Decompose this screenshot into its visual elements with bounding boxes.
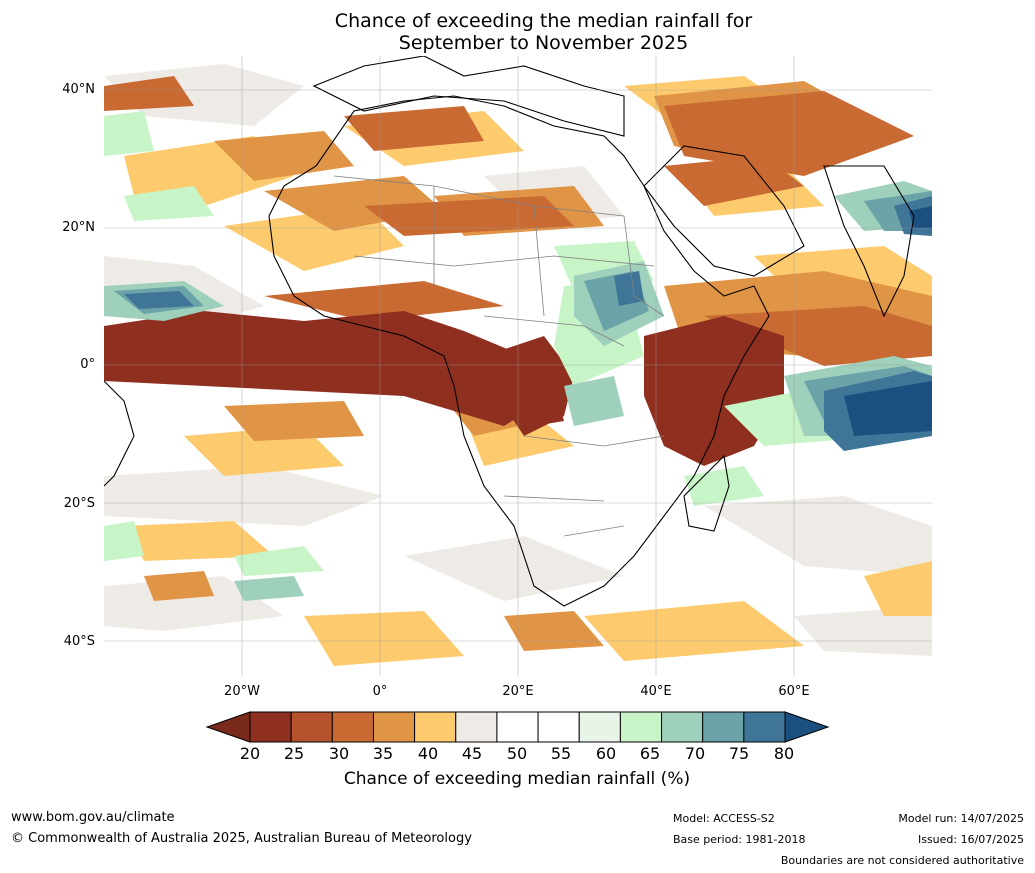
colorbar-bin (702, 711, 745, 743)
colorbar-tick: 35 (372, 744, 394, 763)
colorbar-bin (455, 711, 498, 743)
colorbar-tick: 65 (639, 744, 661, 763)
colorbar-tick: 55 (550, 744, 572, 763)
lat-label-40n: 40°N (62, 82, 95, 97)
below-median-dark-patches (104, 76, 932, 366)
colorbar-tick: 80 (773, 744, 795, 763)
south-america-coastline (104, 380, 135, 487)
lon-label-0: 0° (372, 684, 388, 699)
madagascar-coastline (683, 454, 730, 532)
lat-label-0: 0° (80, 357, 95, 372)
lat-label-40s: 40°S (63, 634, 95, 649)
colorbar-high-arrow (784, 711, 830, 743)
rainfall-map (104, 56, 932, 676)
colorbar-tick: 60 (595, 744, 617, 763)
above-median-extreme-patches (844, 206, 932, 436)
colorbar-bin (619, 711, 663, 743)
coastlines (104, 56, 915, 607)
colorbar-tick: 20 (239, 744, 261, 763)
title-line-2: September to November 2025 (398, 32, 689, 54)
colorbar-low-arrow (205, 711, 251, 743)
colorbar-bin (331, 711, 374, 743)
lon-label-40e: 40°E (640, 684, 672, 699)
model-run-date: Model run: 14/07/2025 (898, 812, 1024, 825)
lon-label-60e: 60°E (778, 684, 810, 699)
colorbar-tick: 70 (684, 744, 706, 763)
india-coastline (823, 165, 915, 318)
arabia-coastline (643, 145, 805, 277)
chart-title: Chance of exceeding the median rainfall … (0, 10, 1035, 54)
colorbar-bin (578, 711, 621, 743)
country-borders (333, 175, 665, 537)
lat-label-20n: 20°N (62, 220, 95, 235)
colorbar-bin (661, 711, 704, 743)
colorbar-tick: 45 (461, 744, 483, 763)
lon-label-20w: 20°W (224, 684, 260, 699)
lon-label-20e: 20°E (502, 684, 534, 699)
map-svg (104, 56, 932, 676)
colorbar-bin (537, 711, 580, 743)
colorbar-label: Chance of exceeding median rainfall (%) (343, 769, 691, 789)
colorbar-tick: 25 (283, 744, 305, 763)
copyright-text: © Commonwealth of Australia 2025, Austra… (11, 831, 472, 846)
colorbar-bin (414, 711, 457, 743)
colorbar-bin (290, 711, 333, 743)
colorbar-bins (249, 711, 786, 743)
africa-coastline (268, 95, 770, 607)
base-period: Base period: 1981-2018 (673, 833, 806, 846)
colorbar-tick: 40 (417, 744, 439, 763)
colorbar-tick: 30 (328, 744, 350, 763)
colorbar-bin (743, 711, 786, 743)
title-line-1: Chance of exceeding the median rainfall … (334, 10, 753, 32)
colorbar-bin (496, 711, 539, 743)
colorbar-bin (249, 711, 292, 743)
colorbar-tick: 50 (506, 744, 528, 763)
colorbar (205, 711, 830, 743)
boundaries-disclaimer: Boundaries are not considered authoritat… (780, 854, 1024, 867)
issued-date: Issued: 16/07/2025 (917, 833, 1024, 846)
lat-label-20s: 20°S (63, 496, 95, 511)
website-link[interactable]: www.bom.gov.au/climate (11, 810, 175, 825)
graticule (104, 56, 932, 676)
colorbar-bin (372, 711, 416, 743)
model-name: Model: ACCESS-S2 (673, 812, 775, 825)
europe-coastline (312, 56, 625, 137)
colorbar-tick: 75 (728, 744, 750, 763)
